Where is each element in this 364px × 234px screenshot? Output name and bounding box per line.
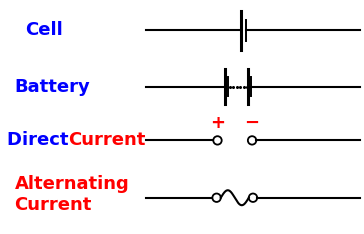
- Text: Current: Current: [68, 132, 146, 149]
- Text: +: +: [210, 114, 225, 132]
- Text: Alternating
Current: Alternating Current: [15, 175, 129, 214]
- Text: Direct: Direct: [7, 132, 75, 149]
- Text: Battery: Battery: [15, 78, 90, 95]
- Text: Cell: Cell: [25, 22, 63, 39]
- Text: −: −: [245, 114, 260, 132]
